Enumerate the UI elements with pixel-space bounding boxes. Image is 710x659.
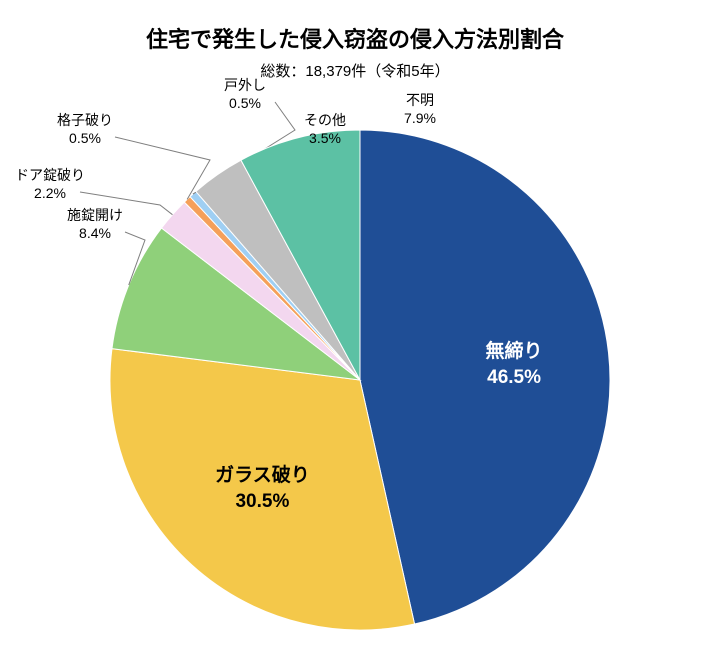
slice-percent: 8.4% — [79, 225, 111, 241]
slice-label: ドア錠破り — [15, 167, 85, 183]
leader-line — [115, 137, 210, 199]
slice-percent: 3.5% — [309, 130, 341, 146]
slice-label: 施錠開け — [67, 207, 123, 223]
slice-percent: 7.9% — [404, 110, 436, 126]
slice-label: ガラス破り — [215, 464, 310, 486]
slice-label: 不明 — [406, 92, 434, 108]
slice-percent: 30.5% — [235, 491, 289, 512]
slice-percent: 0.5% — [69, 130, 101, 146]
chart-container: 住宅で発生した侵入窃盗の侵入方法別割合 総数：18,379件（令和5年） 無締り… — [0, 0, 710, 659]
slice-percent: 2.2% — [34, 185, 66, 201]
slice-label: 格子破り — [57, 112, 113, 128]
slice-label: 戸外し — [224, 77, 266, 93]
slice-label: 無締り — [486, 339, 543, 362]
slice-percent: 46.5% — [487, 367, 541, 388]
slice-label: その他 — [304, 112, 346, 128]
pie-chart: 無締り 46.5% ガラス破り 30.5% 施錠開け 8.4% ドア錠破り 2.2% 格子破り 0… — [0, 0, 710, 659]
slice-percent: 0.5% — [229, 95, 261, 111]
